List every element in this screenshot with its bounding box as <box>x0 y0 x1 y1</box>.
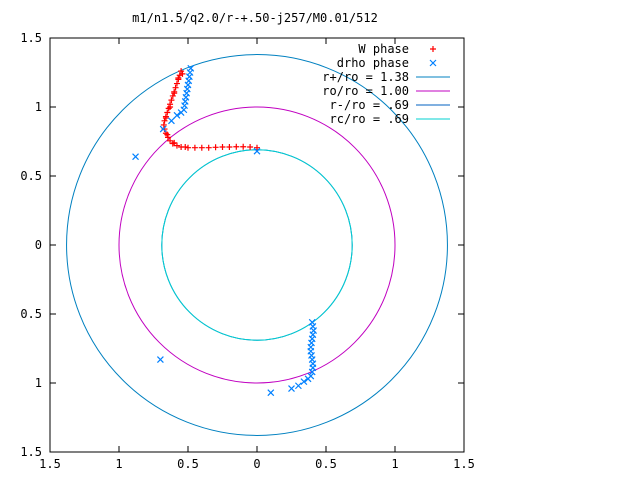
legend-label-5: rc/ro = .69 <box>330 112 409 126</box>
w-phase-point-1 <box>176 72 183 79</box>
y-tick-label-2: 0.5 <box>20 169 42 183</box>
w-phase-point-18 <box>169 140 176 147</box>
drho-phase-point-31 <box>304 375 312 383</box>
w-phase-point-6 <box>169 92 176 99</box>
w-phase-point-33 <box>175 75 182 82</box>
w-phase-point-19 <box>173 142 180 149</box>
x-tick-label-3: 0 <box>253 457 260 471</box>
legend-label-2: r+/ro = 1.38 <box>322 70 409 84</box>
w-phase-point-17 <box>167 137 174 144</box>
drho-phase-point-16 <box>253 147 261 155</box>
w-phase-point-35 <box>167 104 174 110</box>
w-phase-point-30 <box>247 144 254 151</box>
chart-title: m1/n1.5/q2.0/r-+.50-j257/M0.01/512 <box>132 11 378 25</box>
x-tick-label-1: 1 <box>115 457 122 471</box>
w-phase-point-4 <box>172 84 179 91</box>
w-phase-point-25 <box>212 144 219 151</box>
w-phase-point-3 <box>173 80 180 87</box>
w-phase-point-39 <box>182 144 189 151</box>
drho-phase-point-13 <box>168 117 175 125</box>
drho-phase-point-14 <box>159 125 167 133</box>
drho-phase-point-15 <box>132 153 139 161</box>
legend-label-1: drho phase <box>337 56 409 70</box>
drho-phase-point-36 <box>156 356 164 363</box>
drho-phase-point-29 <box>308 368 316 376</box>
w-phase-point-36 <box>162 115 169 122</box>
y-tick-label-0: 1.5 <box>20 31 42 45</box>
x-tick-label-4: 0.5 <box>315 457 337 471</box>
legend-label-3: ro/ro = 1.00 <box>322 84 409 98</box>
w-phase-point-16 <box>164 134 171 141</box>
w-phase-point-27 <box>226 144 233 151</box>
reference-circles <box>66 54 448 436</box>
w-phase-point-12 <box>161 117 168 124</box>
data-marks <box>132 64 318 397</box>
w-phase-point-38 <box>171 139 178 146</box>
y-tick-label-6: 1.5 <box>20 445 42 459</box>
w-phase-point-29 <box>240 143 247 150</box>
x-tick-label-6: 1.5 <box>453 457 475 471</box>
w-phase-point-9 <box>165 105 172 112</box>
legend-label-4: r-/ro = .69 <box>330 98 409 112</box>
drho-phase-point-32 <box>300 378 308 386</box>
circle-series-2 <box>66 54 448 436</box>
w-phase-point-21 <box>185 144 191 151</box>
y-tick-label-3: 0 <box>35 238 42 252</box>
circle-series-3 <box>118 106 396 384</box>
y-tick-label-1: 1 <box>35 100 42 114</box>
drho-phase-point-11 <box>177 109 185 116</box>
y-tick-label-5: 1 <box>35 376 42 390</box>
w-phase-point-28 <box>233 143 240 150</box>
x-tick-label-2: 0.5 <box>177 457 199 471</box>
w-phase-point-23 <box>198 144 205 151</box>
w-phase-point-10 <box>164 109 171 116</box>
drho-phase-point-35 <box>267 389 275 397</box>
w-phase-point-34 <box>171 90 178 97</box>
drho-phase-point-34 <box>288 385 295 392</box>
w-phase-point-13 <box>160 121 167 128</box>
x-tick-label-0: 1.5 <box>39 457 61 471</box>
w-phase-point-24 <box>205 144 212 151</box>
w-phase-point-22 <box>191 144 198 151</box>
legend-marker-0 <box>430 46 436 52</box>
drho-phase-point-33 <box>294 382 302 390</box>
y-tick-label-4: 0.5 <box>20 307 42 321</box>
w-phase-point-31 <box>254 144 260 151</box>
w-phase-point-7 <box>168 97 175 104</box>
legend-marker-1 <box>429 59 437 67</box>
axis-ticks: 1.5 1 0.5 0 0.5 1 1.51.510.500.511.5 <box>20 31 475 471</box>
x-tick-label-5: 1 <box>391 457 398 471</box>
drho-phase-point-12 <box>173 111 181 119</box>
legend-label-0: W phase <box>358 42 409 56</box>
w-phase-point-26 <box>219 144 226 151</box>
w-phase-point-0 <box>178 68 185 75</box>
w-phase-point-37 <box>164 131 171 138</box>
w-phase-point-32 <box>179 70 186 77</box>
